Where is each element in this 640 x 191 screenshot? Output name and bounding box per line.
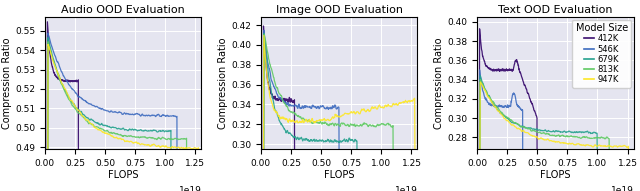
Y-axis label: Compression Ratio: Compression Ratio [2, 37, 12, 129]
Title: Image OOD Evaluation: Image OOD Evaluation [276, 5, 403, 15]
Legend: 412K, 546K, 679K, 813K, 947K: 412K, 546K, 679K, 813K, 947K [572, 20, 631, 88]
Y-axis label: Compression Ratio: Compression Ratio [435, 37, 444, 129]
X-axis label: FLOPS: FLOPS [108, 171, 138, 180]
Text: 1e19: 1e19 [611, 186, 634, 191]
Text: 1e19: 1e19 [179, 186, 202, 191]
X-axis label: FLOPS: FLOPS [324, 171, 355, 180]
X-axis label: FLOPS: FLOPS [540, 171, 570, 180]
Y-axis label: Compression Ratio: Compression Ratio [218, 37, 228, 129]
Title: Audio OOD Evaluation: Audio OOD Evaluation [61, 5, 185, 15]
Title: Text OOD Evaluation: Text OOD Evaluation [498, 5, 612, 15]
Text: 1e19: 1e19 [395, 186, 417, 191]
